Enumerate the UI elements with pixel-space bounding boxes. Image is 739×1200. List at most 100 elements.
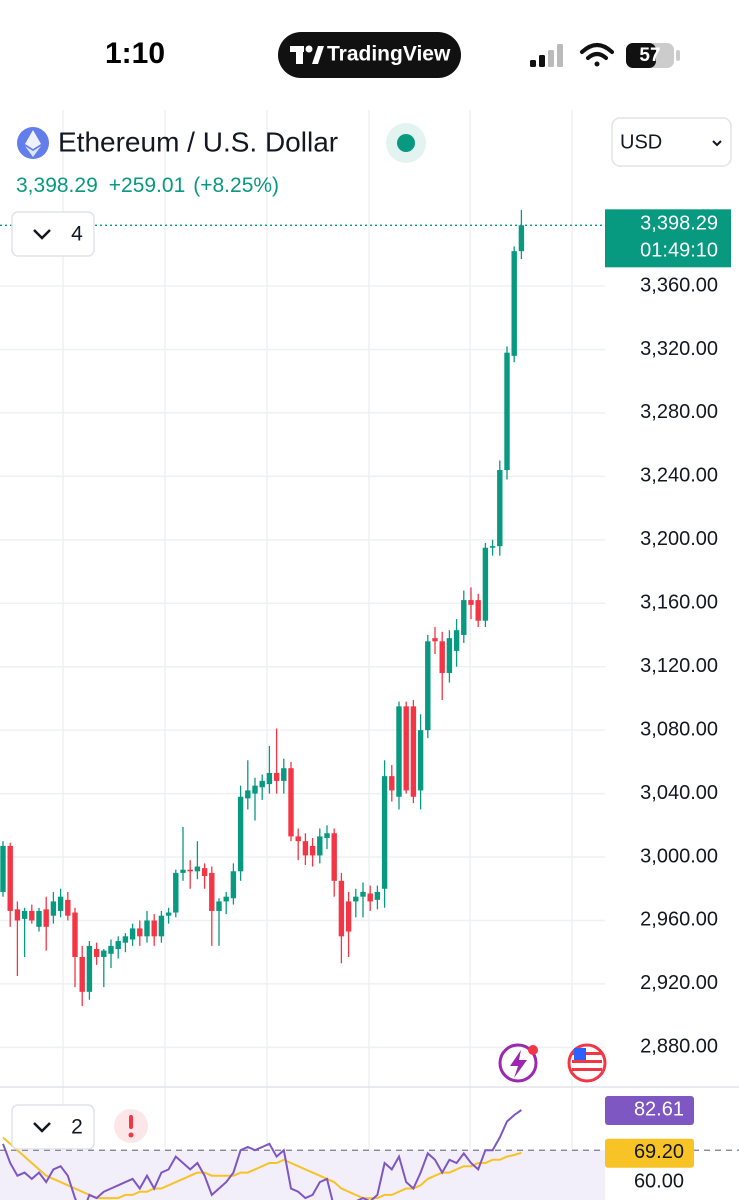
candle-body [180,869,186,873]
candle-body [504,352,510,471]
candle-body [389,776,395,791]
candle-body [194,866,201,872]
candle-body [475,600,481,621]
candle-body [432,638,438,642]
last-value-box [605,1138,694,1168]
alert-icon[interactable] [114,1109,148,1143]
rsi-indicator-count: 2 [71,1116,83,1139]
rsi-line [2,1109,522,1200]
candle-body [223,896,229,902]
y-tick-label: 60.00 [634,1170,684,1192]
candle-body [173,872,179,913]
candle-body [21,910,28,919]
candle-body [518,225,525,252]
wifi-icon [580,43,614,67]
currency-select[interactable]: USD [611,117,732,167]
y-tick-label: 3,320.00 [640,338,718,360]
candle-body [497,470,503,547]
candle-body [417,730,424,791]
y-tick-label: 3,240.00 [640,465,718,487]
candle-body [93,949,100,957]
price-change: +259.01 [109,174,186,197]
candle-body [14,909,21,921]
last-value-label: 69.20 [634,1141,684,1163]
last-price-label: 3,398.29 [640,213,718,235]
last-value-box [605,1095,694,1125]
candle-body [468,600,474,605]
candle-body [410,706,417,797]
last-value-label: 82.61 [634,1098,684,1120]
candle-body [309,845,316,856]
battery-icon: 57 [626,43,680,68]
candle-body [324,833,330,838]
assistant-icon[interactable] [498,1043,538,1083]
candle-body [108,945,114,954]
candle-body [86,945,93,992]
vertical-grid [62,110,573,1200]
app-name: TradingView [327,43,451,66]
candle-body [302,841,309,856]
candle-body [331,833,337,881]
y-tick-label: 3,160.00 [640,592,718,614]
candle-body [137,928,143,937]
candle-body [403,706,409,791]
y-tick-label: 3,280.00 [640,401,718,423]
candle-body [101,950,107,957]
candle-body [353,896,359,902]
candle-body [245,790,251,799]
candle-body [273,772,280,781]
y-tick-label: 2,880.00 [640,1036,718,1058]
candle-body [144,920,150,937]
candle-body [72,912,78,957]
candle-body [79,956,85,992]
candle-body [122,936,129,943]
price-layer: 2,880.00 2,920.00 2,960.00 3,000.00 3,040.00… [0,209,731,1058]
indicator-count: 4 [71,223,83,246]
candle-body [129,928,136,940]
indicator-toggle[interactable]: 4 [11,211,95,257]
candle-body [396,706,402,797]
app-pill: TradingView [278,32,461,78]
candle-body [0,845,6,892]
candle-body [381,776,388,889]
symbol-icon [17,127,49,159]
candle-body [439,641,445,674]
price: 3,398.29 [16,174,98,197]
candle-body [317,836,323,856]
candle-body [29,910,35,921]
candle-body [151,920,157,937]
candle-body [158,915,165,937]
flag-icon[interactable] [567,1043,607,1083]
rsi-band-fill [0,1150,605,1200]
candle-body [360,891,366,897]
candle-body [266,772,273,785]
candle-body [65,899,71,916]
candle-body [50,901,57,916]
y-tick-label: 3,360.00 [640,274,718,296]
rsi-lines [2,1109,522,1200]
y-tick-label: 3,080.00 [640,718,718,740]
candle-body [252,785,258,794]
candle-body [201,868,208,877]
y-tick-label: 2,960.00 [640,909,718,931]
candle-body [43,909,49,927]
market-status[interactable] [386,123,426,163]
candle-body [259,780,265,788]
candle-body [237,796,244,872]
rsi-layer: 82.61 69.20 60.00 [0,1095,739,1200]
candle-body [115,941,121,950]
candle-body [345,901,352,932]
candle-body [453,630,460,651]
candle-body [489,546,496,548]
last-price-box [605,209,731,268]
candle-body [187,869,193,872]
signal-icon [530,44,563,67]
rsi-toggle[interactable]: 2 [11,1104,95,1150]
candle-body [209,872,215,911]
candle-body [7,845,13,911]
y-tick-label: 2,920.00 [640,972,718,994]
y-tick-label: 3,000.00 [640,845,718,867]
candle-body [230,871,237,899]
price-line: 3,398.29 +259.01 (+8.25%) [16,174,279,197]
